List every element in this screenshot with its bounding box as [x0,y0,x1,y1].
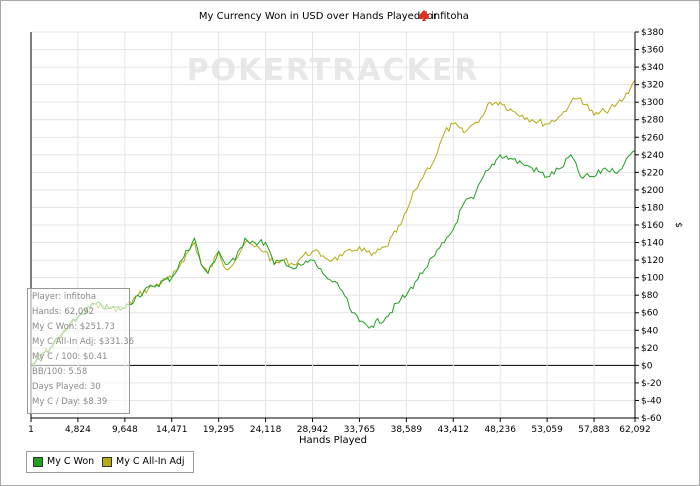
y-tick-label: $140 [641,239,664,249]
axes [30,31,639,422]
stat-all-in-adj: My C All-In Adj: $331.36 [32,337,135,347]
spade-shape [419,10,429,20]
x-axis-tick-labels: 1 4,824 9,648 14,471 19,295 24,118 28,942 33,76… [28,425,651,435]
y-tick-label: $340 [641,63,664,73]
legend-swatch-won [33,456,43,467]
y-tick-label: $220 [641,168,664,178]
chart-title-player: infitoha [431,11,469,22]
stat-bb-100: BB/100: 5.58 [32,367,88,377]
y-tick-label: $40 [641,326,658,336]
x-tick-label: 4,824 [65,425,91,435]
y-tick-label: $380 [641,28,664,38]
y-tick-label: $120 [641,256,664,266]
stats-box: Player: infitoha Hands: 62,092 My C Won:… [27,288,134,414]
x-tick-label: 62,092 [619,425,651,435]
y-tick-label: $80 [641,291,658,301]
stat-hands: Hands: 62,092 [32,307,95,317]
y-tick-label: $260 [641,133,664,143]
x-tick-label: 28,942 [297,425,329,435]
stat-days-played: Days Played: 30 [32,382,101,392]
y-axis-label: $ [673,222,683,228]
series-lines [31,79,635,367]
pokerstars-icon [419,10,429,21]
y-tick-label: $300 [641,98,664,108]
y-tick-label: $320 [641,81,664,91]
grid-lines [30,31,636,419]
y-tick-label: $20 [641,344,658,354]
y-axis-tick-labels: $-60 $-40 $-20 $0 $20 $40 $60 $80 $100 $120 $140 $1… [641,28,664,424]
series-line-won [31,149,635,367]
series-line-all-in-adj [31,79,635,366]
y-tick-label: $-20 [641,379,662,389]
stat-player: Player: infitoha [32,292,97,302]
y-tick-label: $-60 [641,414,662,424]
y-tick-label: $240 [641,151,664,161]
spade-stem [422,17,426,21]
legend: My C Won My C All-In Adj [26,451,194,473]
x-tick-label: 9,648 [112,425,138,435]
x-tick-label: 1 [28,425,34,435]
y-tick-label: $100 [641,274,664,284]
x-tick-label: 48,236 [484,425,516,435]
chart-title: My Currency Won in USD over Hands Played… [199,11,438,22]
x-tick-label: 43,412 [438,425,470,435]
x-tick-label: 38,589 [391,425,423,435]
legend-label-all-in-adj: My C All-In Adj [116,456,185,467]
x-tick-label: 57,883 [578,425,610,435]
pokertracker-watermark: POKERTRACKER [187,53,480,88]
x-tick-label: 14,471 [156,425,188,435]
y-tick-label: $0 [641,361,653,371]
x-tick-label: 24,118 [250,425,282,435]
x-tick-label: 33,765 [344,425,376,435]
stat-per-100: My C / 100: $0.41 [32,352,108,362]
x-tick-label: 19,295 [203,425,235,435]
y-tick-label: $180 [641,203,664,213]
y-tick-label: $360 [641,46,664,56]
y-tick-label: $280 [641,116,664,126]
y-tick-label: $60 [641,309,658,319]
y-tick-label: $160 [641,221,664,231]
x-tick-label: 53,059 [531,425,563,435]
stat-won: My C Won: $251.73 [32,322,115,332]
legend-item-won[interactable]: My C Won [33,456,94,467]
x-axis-label: Hands Played [299,435,367,446]
y-tick-label: $-40 [641,396,662,406]
legend-item-all-in-adj[interactable]: My C All-In Adj [102,456,185,467]
y-tick-label: $200 [641,186,664,196]
stat-per-day: My C / Day: $8.39 [32,397,108,407]
legend-label-won: My C Won [47,456,95,467]
legend-swatch-all-in-adj [102,456,112,467]
